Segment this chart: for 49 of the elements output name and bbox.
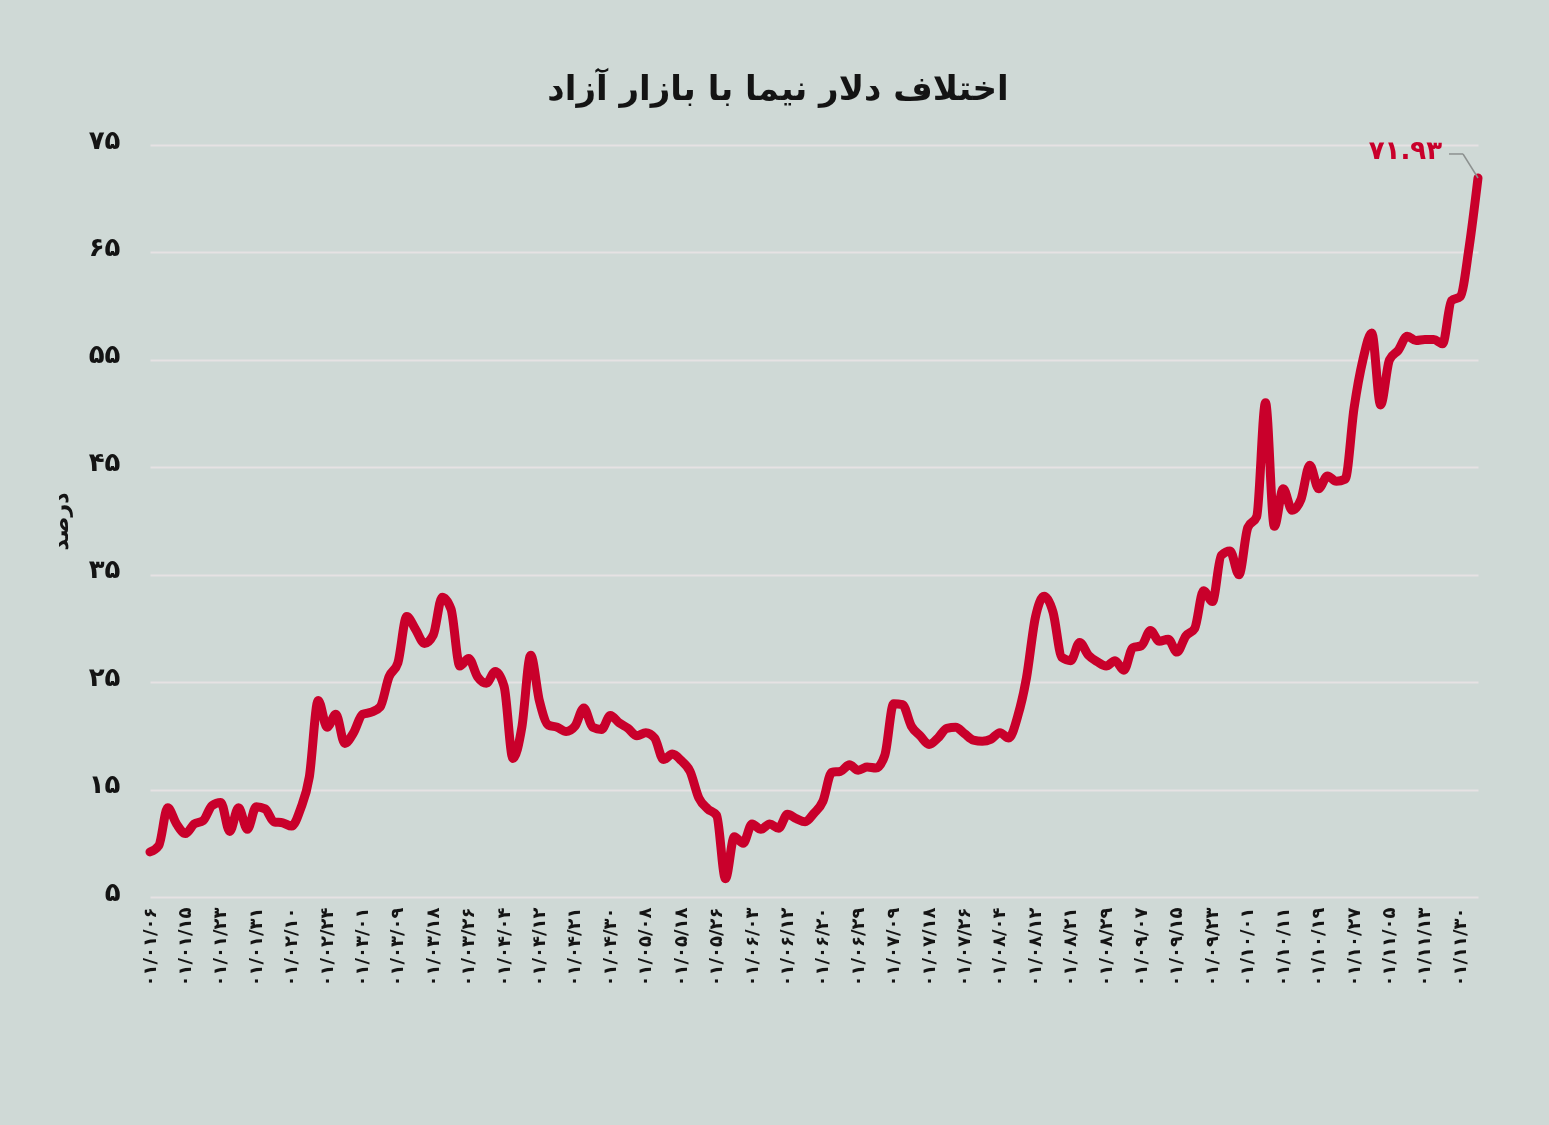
data-label: ۷۱.۹۳ bbox=[1368, 134, 1443, 165]
x-tick-label: ۰۱/۰۹/۲۳ bbox=[1200, 907, 1222, 987]
x-tick-label: ۰۱/۱۰/۱۱ bbox=[1271, 907, 1293, 987]
x-tick-label: ۰۱/۰۱/۳۱ bbox=[244, 907, 266, 987]
x-tick-label: ۰۱/۰۴/۲۱ bbox=[563, 907, 585, 987]
x-tick-label: ۰۱/۰۴/۱۲ bbox=[528, 907, 550, 987]
x-tick-label: ۰۱/۰۶/۲۰ bbox=[811, 907, 833, 987]
x-tick-label: ۰۱/۰۸/۲۱ bbox=[1059, 907, 1081, 987]
y-tick-label: ۱۵ bbox=[88, 769, 121, 800]
x-tick-label: ۰۱/۰۷/۰۹ bbox=[882, 907, 904, 987]
y-tick-label: ۵ bbox=[104, 876, 121, 907]
x-tick-label: ۰۱/۰۸/۰۴ bbox=[988, 907, 1010, 987]
x-tick-label: ۰۱/۰۴/۰۴ bbox=[492, 907, 514, 987]
x-tick-label: ۰۱/۰۲/۱۰ bbox=[280, 907, 302, 987]
x-tick-label: ۰۱/۱۱/۱۳ bbox=[1413, 907, 1435, 987]
x-tick-label: ۰۱/۱۰/۲۷ bbox=[1342, 907, 1364, 987]
x-tick-label: ۰۱/۰۷/۱۸ bbox=[917, 907, 939, 987]
y-tick-label: ۲۵ bbox=[88, 661, 121, 692]
x-tick-label: ۰۱/۰۷/۲۶ bbox=[953, 907, 975, 987]
x-tick-label: ۰۱/۰۶/۰۳ bbox=[740, 907, 762, 987]
x-tick-label: ۰۱/۰۱/۲۳ bbox=[209, 907, 231, 987]
x-tick-label: ۰۱/۰۵/۰۸ bbox=[634, 907, 656, 987]
x-tick-label: ۰۱/۰۶/۲۹ bbox=[846, 907, 868, 987]
x-tick-label: ۰۱/۰۸/۱۲ bbox=[1023, 907, 1045, 987]
x-tick-label: ۰۱/۰۵/۲۶ bbox=[705, 907, 727, 987]
x-tick-label: ۰۱/۰۳/۰۹ bbox=[386, 907, 408, 987]
x-tick-label: ۰۱/۰۸/۲۹ bbox=[1094, 907, 1116, 987]
x-tick-label: ۰۱/۰۳/۰۱ bbox=[350, 907, 372, 987]
y-axis-title: درصد bbox=[47, 492, 73, 551]
x-tick-label: ۰۱/۰۲/۲۴ bbox=[315, 907, 337, 987]
x-tick-label: ۰۱/۱۰/۰۱ bbox=[1236, 907, 1258, 987]
x-tick-label: ۰۱/۰۳/۱۸ bbox=[421, 907, 443, 987]
y-tick-label: ۳۵ bbox=[88, 554, 121, 585]
x-tick-label: ۰۱/۰۵/۱۸ bbox=[669, 907, 691, 987]
x-tick-label: ۰۱/۱۱/۳۰ bbox=[1448, 907, 1470, 987]
chart-title: اختلاف دلار نیما با بازار آزاد bbox=[547, 67, 1009, 108]
x-tick-label: ۰۱/۰۱/۰۶ bbox=[138, 907, 160, 987]
y-tick-label: ۷۵ bbox=[88, 124, 121, 155]
x-tick-label: ۰۱/۰۹/۰۷ bbox=[1130, 907, 1152, 987]
x-tick-label: ۰۱/۰۳/۲۶ bbox=[457, 907, 479, 987]
x-tick-label: ۰۱/۰۹/۱۵ bbox=[1165, 907, 1187, 987]
y-tick-label: ۵۵ bbox=[88, 339, 121, 370]
x-tick-label: ۰۱/۰۴/۳۰ bbox=[598, 907, 620, 987]
x-tick-label: ۰۱/۱۱/۰۵ bbox=[1377, 907, 1399, 987]
y-tick-label: ۴۵ bbox=[88, 446, 121, 477]
x-tick-label: ۰۱/۰۶/۱۲ bbox=[775, 907, 797, 987]
x-tick-label: ۰۱/۰۱/۱۵ bbox=[173, 907, 195, 987]
y-tick-label: ۶۵ bbox=[88, 231, 121, 262]
x-tick-label: ۰۱/۱۰/۱۹ bbox=[1307, 907, 1329, 987]
